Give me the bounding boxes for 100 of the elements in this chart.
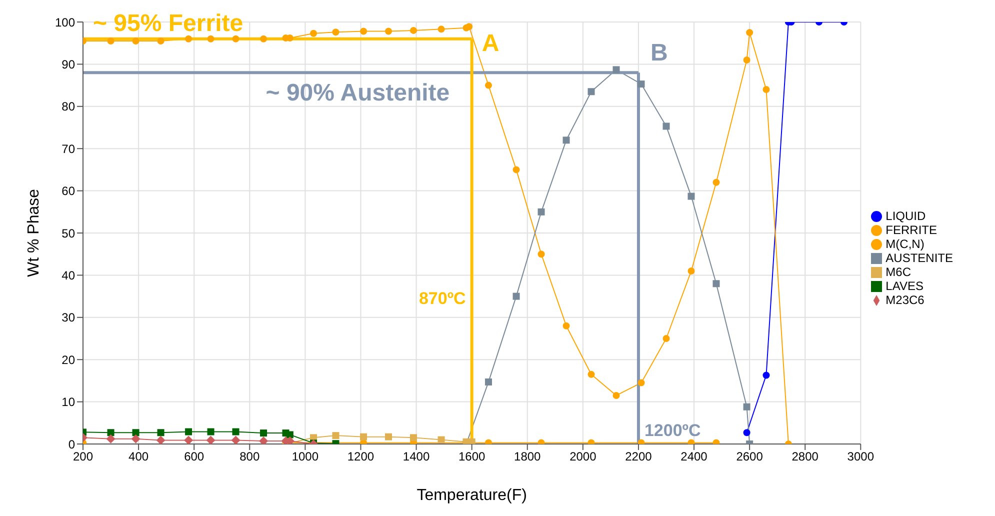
point [746, 29, 754, 36]
point [410, 26, 418, 34]
point [468, 438, 476, 444]
point [466, 23, 473, 30]
point [562, 136, 570, 144]
point [562, 322, 570, 330]
point [662, 122, 670, 130]
legend-label: FERRITE [886, 223, 937, 237]
y-tick-label: 60 [62, 184, 76, 198]
point [206, 436, 216, 444]
y-tick-label: 70 [62, 142, 76, 156]
point [438, 26, 445, 33]
x-tick-label: 2000 [570, 450, 597, 464]
y-tick-label: 20 [62, 352, 76, 367]
annotation: A [482, 30, 500, 57]
y-tick-label: 90 [62, 57, 76, 72]
point [484, 378, 492, 386]
x-tick-label: 1400 [402, 450, 430, 464]
ref-line-label: 1200ºC [644, 421, 701, 440]
x-tick-label: 400 [128, 450, 149, 464]
point [260, 35, 268, 42]
y-axis-title: Wt % Phase [26, 188, 43, 278]
y-tick-label: 10 [62, 395, 76, 410]
annotation: B [650, 40, 668, 67]
ref-line-label: ~ 90% Austenite [266, 80, 450, 107]
y-tick-label: 50 [62, 226, 76, 240]
point [207, 428, 214, 436]
x-tick-label: 2200 [625, 450, 652, 464]
y-tick-label: 40 [62, 268, 76, 282]
legend-label: M(C,N) [886, 237, 924, 251]
point [538, 250, 545, 258]
legend-label: M23C6 [886, 293, 924, 307]
point [232, 35, 240, 42]
x-tick-label: 2400 [680, 450, 708, 464]
x-tick-label: 2800 [792, 450, 819, 464]
y-tick-label: 30 [62, 310, 76, 325]
point [538, 208, 545, 216]
point [157, 37, 164, 44]
point [712, 178, 720, 186]
point [743, 403, 750, 410]
point [332, 432, 340, 440]
point [332, 28, 340, 36]
point [743, 56, 750, 64]
point [286, 431, 294, 438]
x-tick-label: 1000 [292, 450, 319, 464]
point [360, 28, 368, 35]
x-tick-label: 1800 [514, 450, 542, 464]
point [185, 35, 192, 42]
legend-label: LAVES [886, 279, 924, 293]
y-tick-label: 100 [54, 15, 76, 30]
point [762, 86, 770, 94]
x-axis-title: Temperature(F) [416, 487, 527, 504]
point [712, 280, 720, 288]
legend-label: AUSTENITE [886, 251, 953, 265]
point [762, 372, 770, 379]
point [662, 335, 670, 342]
x-tick-label: 200 [72, 450, 94, 464]
point [638, 379, 645, 386]
point [231, 436, 240, 444]
point [385, 433, 392, 440]
point [131, 434, 140, 444]
y-tick-label: 0 [68, 437, 76, 452]
point [638, 80, 645, 88]
point [385, 28, 392, 35]
point [410, 434, 418, 442]
x-tick-label: 800 [240, 450, 260, 464]
x-tick-label: 1600 [458, 450, 486, 464]
point [260, 430, 268, 437]
point [588, 370, 595, 378]
point [259, 436, 268, 444]
point [612, 392, 620, 399]
x-tick-label: 600 [184, 450, 204, 464]
point [185, 428, 192, 436]
legend-label: M6C [886, 265, 911, 279]
point [743, 429, 750, 436]
point [184, 436, 194, 444]
point [612, 66, 620, 74]
point [207, 35, 214, 42]
y-tick-label: 80 [62, 100, 76, 114]
point [232, 428, 240, 436]
point [512, 292, 520, 300]
point [157, 429, 164, 436]
point [512, 166, 520, 174]
point [360, 433, 368, 440]
point [106, 434, 116, 444]
ref-line-label: ~ 95% Ferrite [93, 10, 244, 37]
point [310, 30, 318, 37]
point [588, 88, 595, 96]
point [132, 37, 140, 44]
point [688, 192, 695, 200]
ref-line-label: 870ºC [418, 289, 466, 308]
point [156, 436, 166, 444]
point [107, 429, 114, 436]
point [107, 37, 114, 44]
point [688, 267, 695, 274]
point [484, 82, 492, 89]
point [438, 436, 445, 444]
point [132, 429, 140, 436]
x-tick-label: 3000 [847, 450, 874, 464]
x-tick-label: 2600 [736, 450, 764, 464]
